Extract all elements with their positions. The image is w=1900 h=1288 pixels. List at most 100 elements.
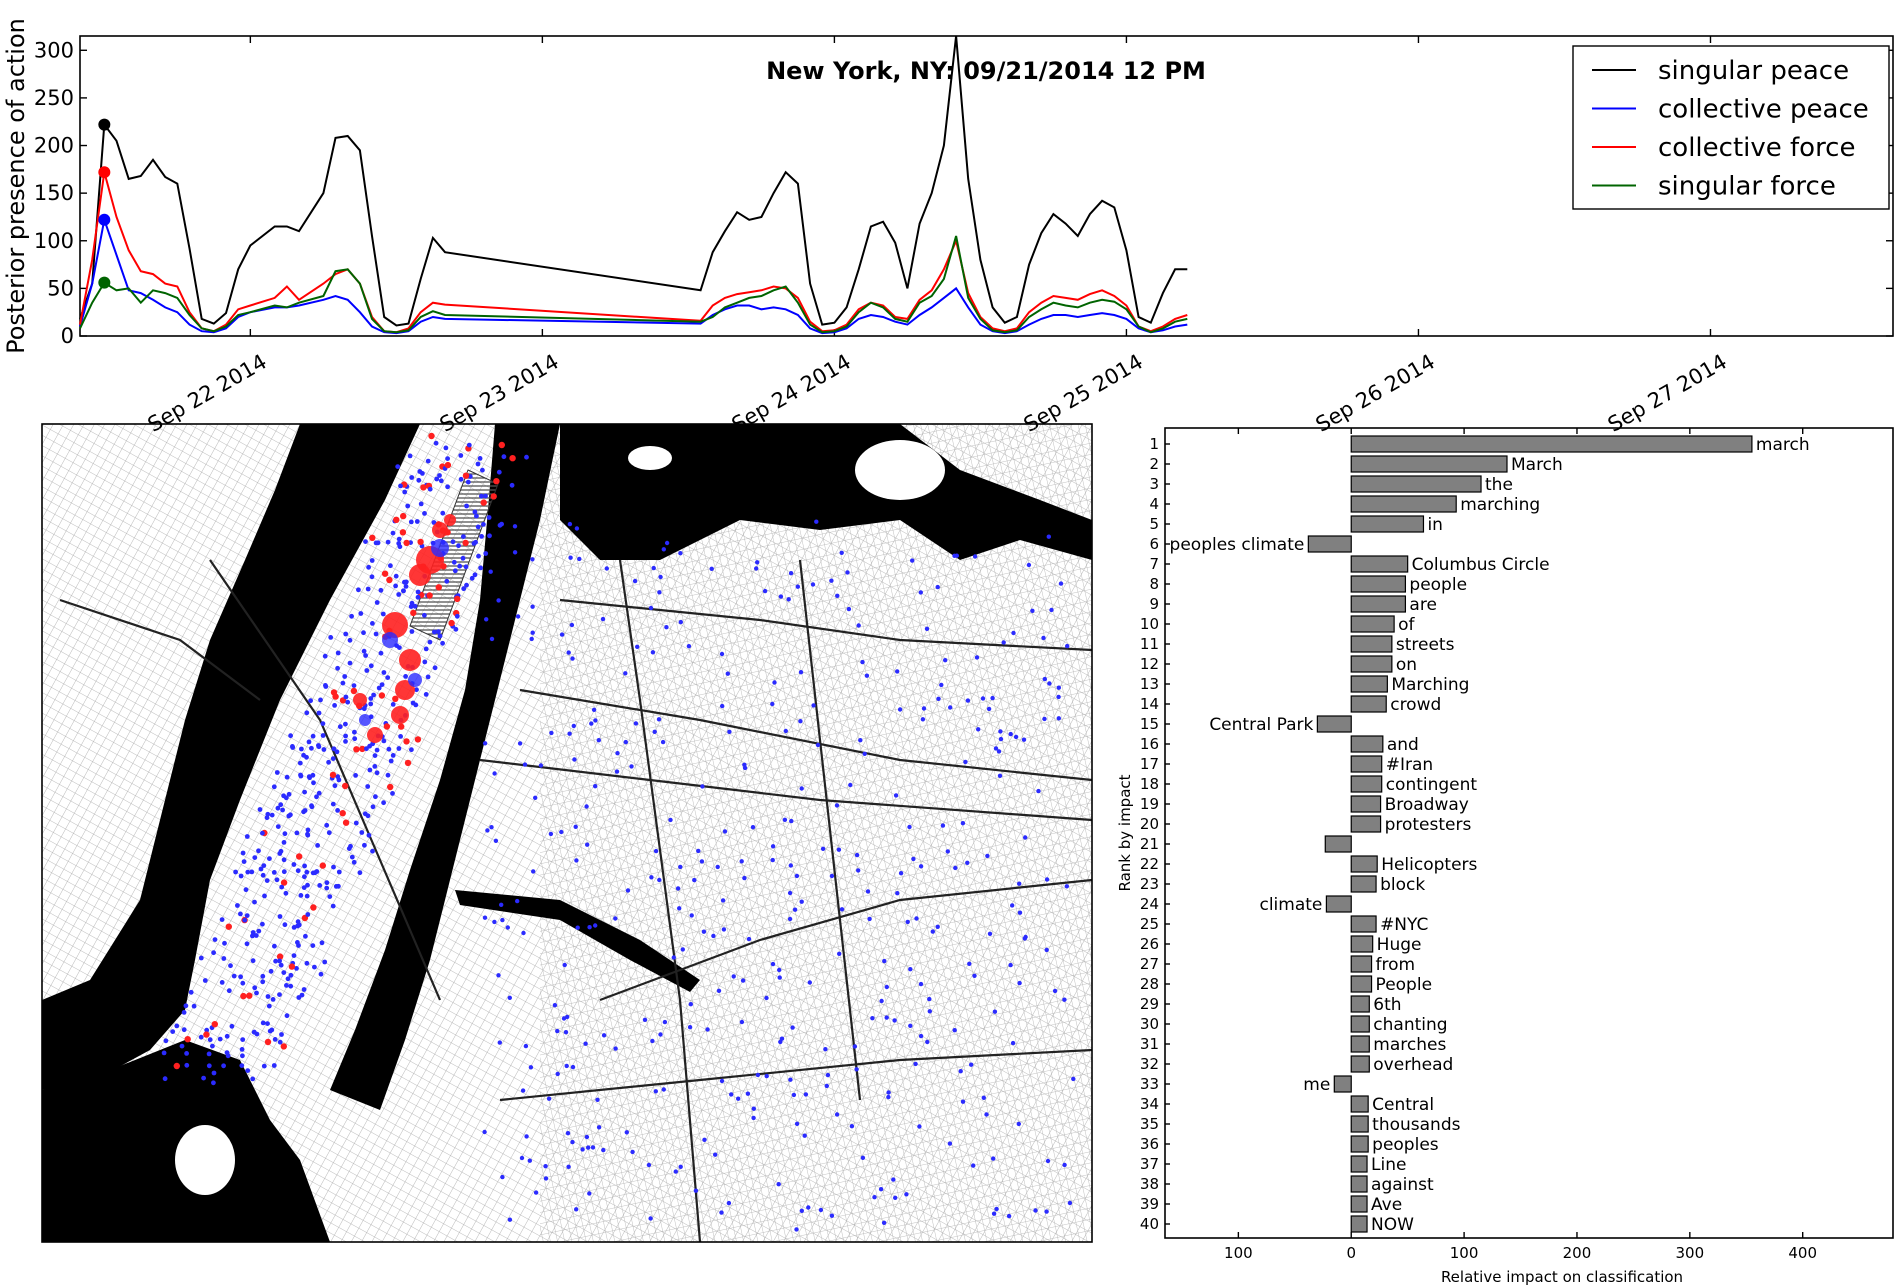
tweet-dot [524,1134,529,1139]
bar-word-label: March [1511,455,1563,475]
tweet-dot [660,739,666,745]
tweet-dot [522,762,528,767]
tweet-dot [308,698,313,704]
tweet-dot [454,595,461,603]
tweet-dot [572,757,577,762]
tweet-dot [593,718,598,723]
tweet-dot [331,864,336,870]
tweet-dot [614,769,620,774]
legend-label: singular peace [1658,56,1849,86]
tweet-dot [482,1129,487,1135]
tweet-dot [381,738,387,744]
tweet-dot [351,683,357,688]
tweet-dot [434,476,440,482]
rank-label: 23 [1140,875,1159,893]
tweet-dot [239,1063,245,1068]
tweet-dot [492,771,497,776]
y-tick-label: 0 [61,324,74,348]
tweet-dot [198,1034,204,1040]
tweet-dot [488,569,493,574]
tweet-dot [381,570,389,577]
tweet-dot [787,890,793,896]
legend-label: collective peace [1658,95,1869,125]
tweet-dot [240,992,247,1000]
tweet-dot [721,927,727,932]
tweet-dot [878,1187,884,1192]
tweet-dot [396,592,402,597]
tweet-dot [296,853,303,860]
tweet-dot [566,1164,571,1170]
tweet-dot [1022,835,1028,840]
tweet-dot [174,1023,180,1029]
tweet-dot [713,1152,718,1157]
tweet-dot [755,560,760,565]
tweet-dot [596,1125,602,1130]
tweet-dot [320,721,326,726]
impact-bar [1350,815,1382,833]
tweet-dot [751,1115,756,1121]
tweet-dot [867,916,872,922]
tweet-dot [731,974,736,979]
tweet-dot [450,539,456,545]
tweet-dot [359,745,366,753]
tweet-dot [343,739,348,744]
tweet-dot [593,784,598,789]
tweet-dot [893,1195,898,1201]
tweet-dot [945,849,950,854]
tweet-dot [967,961,972,966]
tweet-dot [260,979,266,985]
tweet-dot [811,703,816,708]
tweet-dot [505,925,510,930]
tweet-dot [555,1071,560,1077]
tweet-dot [309,745,314,751]
island-governors [175,1125,235,1195]
tweet-dot [788,863,793,868]
tweet-dot [509,482,515,488]
tweet-dot [529,636,534,642]
tweet-dot [648,605,654,611]
tweet-dot [369,558,375,563]
legend-box [1572,45,1890,210]
bar-word-label: marches [1373,1035,1446,1055]
line-chart: 0 50 100 150 200 250 300 Sep 22 2014 Sep 23 201… [2,18,1894,437]
tweet-dot [570,656,575,661]
tweet-dot [258,866,264,872]
tweet-dot [1022,936,1027,941]
tweet-dot [288,983,294,989]
tweet-dot [327,894,333,899]
tweet-cluster [391,706,409,724]
rank-label: 10 [1140,615,1159,633]
tweet-dot [924,626,930,631]
tweet-dot [530,630,535,635]
tweet-dot [302,863,307,869]
tweet-dot [952,1028,957,1033]
tweet-markers [161,432,1076,1232]
tweet-dot [613,916,618,921]
tweet-dot [911,856,916,862]
tweet-dot [705,1027,710,1032]
tweet-dot [444,578,450,584]
tweet-dot [332,783,338,789]
impact-bar [1350,1195,1368,1213]
tweet-dot [296,922,302,928]
tweet-dot [345,699,351,705]
tweet-dot [740,978,746,983]
tweet-dot [353,820,359,826]
tweet-dot [493,838,499,843]
island-riker [855,440,945,500]
tweet-dot [388,563,393,569]
tweet-dot [559,829,564,835]
tweet-dot [770,844,776,849]
tweet-dot [974,655,980,660]
tweet-cluster [395,680,415,700]
tweet-dot [356,587,361,593]
rank-label: 33 [1140,1075,1159,1093]
tweet-dot [969,1062,974,1067]
tweet-dot [893,793,899,798]
tweet-dot [574,526,580,531]
tweet-dot [398,483,403,489]
tweet-dot [918,864,924,869]
tweet-dot [927,1009,932,1014]
tweet-dot [480,499,487,506]
tweet-dot [854,1067,859,1072]
